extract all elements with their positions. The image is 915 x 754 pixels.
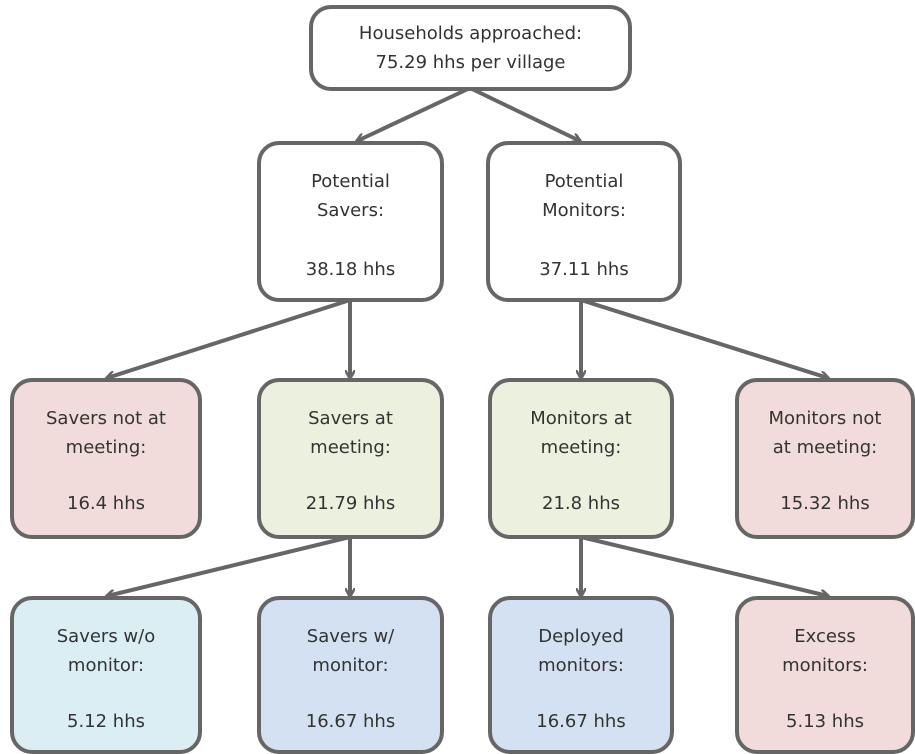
node-box — [10, 378, 202, 539]
arrow — [357, 86, 471, 141]
node-label: monitors: — [538, 655, 624, 676]
node-label: meeting: — [310, 437, 391, 458]
node-label: Monitors: — [542, 200, 626, 221]
node-label: 75.29 hhs per village — [376, 52, 566, 73]
node-label: Savers w/ — [307, 626, 395, 647]
arrow — [107, 535, 351, 596]
arrow — [580, 535, 828, 596]
node: Monitors not at meeting: 15.32 hhs — [735, 378, 915, 539]
node-value: 15.32 hhs — [780, 493, 869, 514]
node-box — [735, 378, 915, 539]
node-value: 16.4 hhs — [67, 493, 145, 514]
node-value: 5.13 hhs — [786, 711, 864, 732]
node: Excess monitors: 5.13 hhs — [735, 596, 915, 754]
node: Savers at meeting: 21.79 hhs — [257, 378, 444, 539]
node: Deployed monitors: 16.67 hhs — [488, 596, 674, 754]
node-label: meeting: — [541, 437, 622, 458]
node-box — [488, 378, 674, 539]
node: Potential Monitors: 37.11 hhs — [486, 141, 682, 302]
node-box — [735, 596, 915, 754]
node-value: 38.18 hhs — [306, 259, 395, 280]
arrow — [469, 86, 580, 141]
node-value: 5.12 hhs — [67, 711, 145, 732]
node: Savers w/o monitor: 5.12 hhs — [10, 596, 202, 754]
node-value: 16.67 hhs — [306, 711, 395, 732]
node-value: 21.79 hhs — [306, 493, 395, 514]
arrow — [580, 298, 828, 378]
node: Savers not at meeting: 16.4 hhs — [10, 378, 202, 539]
node-value: 21.8 hhs — [542, 493, 620, 514]
node-label: Households approached: — [359, 23, 582, 44]
node-label: Savers at — [308, 408, 393, 429]
node-box — [10, 596, 202, 754]
node-label: Potential — [311, 171, 390, 192]
node-value: 37.11 hhs — [539, 259, 628, 280]
node-label: Monitors not — [768, 408, 881, 429]
node-box — [257, 378, 444, 539]
arrow — [107, 298, 351, 378]
node-label: Savers w/o — [57, 626, 155, 647]
node-label: monitor: — [312, 655, 388, 676]
node-box — [488, 596, 674, 754]
node-box — [309, 5, 632, 91]
node-label: Monitors at — [530, 408, 632, 429]
node-label: Deployed — [538, 626, 624, 647]
node-label: meeting: — [66, 437, 147, 458]
node-label: monitors: — [782, 655, 868, 676]
node-label: Potential — [545, 171, 624, 192]
node-label: at meeting: — [773, 437, 877, 458]
node: Savers w/monitor: 16.67 hhs — [257, 596, 444, 754]
node: Monitors at meeting: 21.8 hhs — [488, 378, 674, 539]
node-value: 16.67 hhs — [536, 711, 625, 732]
node-label: Excess — [794, 626, 855, 647]
arrows — [107, 86, 828, 596]
node-label: Savers: — [317, 200, 384, 221]
node: Potential Savers: 38.18 hhs — [257, 141, 444, 302]
node-label: Savers not at — [46, 408, 166, 429]
node-box — [257, 596, 444, 754]
node-box — [257, 141, 444, 302]
node-label: monitor: — [68, 655, 144, 676]
node: Households approached: 75.29 hhs per vill… — [309, 5, 632, 91]
node-box — [486, 141, 682, 302]
